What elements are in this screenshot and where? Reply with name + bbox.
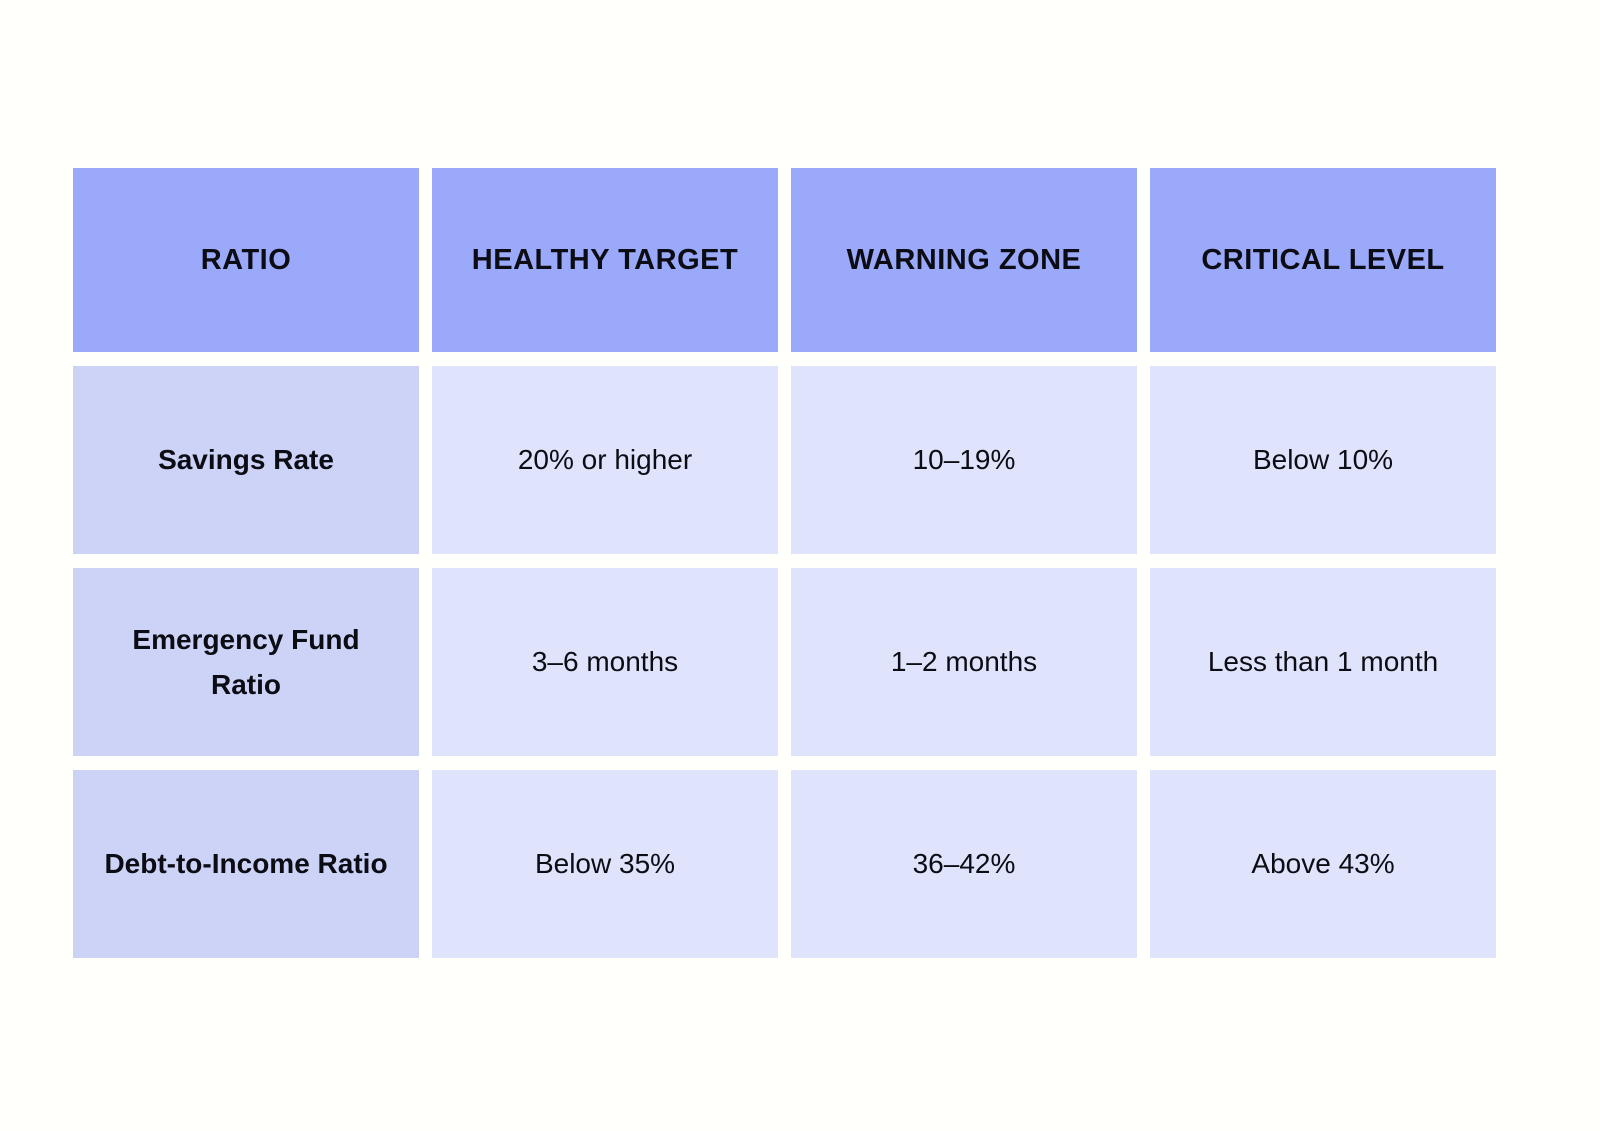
cell-savings-rate-critical-level: Below 10% [1150,366,1496,554]
cell-emergency-fund-warning-zone: 1–2 months [791,568,1137,756]
cell-debt-to-income-warning-zone: 36–42% [791,770,1137,958]
row-label-debt-to-income-ratio: Debt-to-Income Ratio [73,770,419,958]
row-label-savings-rate: Savings Rate [73,366,419,554]
header-healthy-target: HEALTHY TARGET [432,168,778,352]
cell-savings-rate-warning-zone: 10–19% [791,366,1137,554]
header-warning-zone: WARNING ZONE [791,168,1137,352]
cell-savings-rate-healthy-target: 20% or higher [432,366,778,554]
cell-emergency-fund-healthy-target: 3–6 months [432,568,778,756]
row-label-emergency-fund-ratio: Emergency Fund Ratio [73,568,419,756]
cell-debt-to-income-healthy-target: Below 35% [432,770,778,958]
header-critical-level: CRITICAL LEVEL [1150,168,1496,352]
header-ratio: RATIO [73,168,419,352]
financial-ratios-table: RATIO HEALTHY TARGET WARNING ZONE CRITIC… [73,168,1496,958]
cell-debt-to-income-critical-level: Above 43% [1150,770,1496,958]
cell-emergency-fund-critical-level: Less than 1 month [1150,568,1496,756]
